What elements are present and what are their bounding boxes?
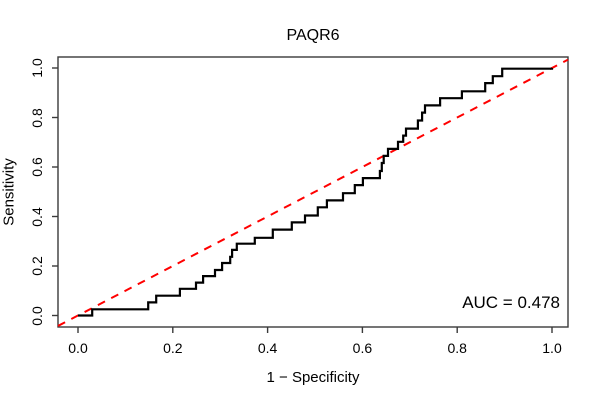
x-tick-label: 0.8 — [447, 340, 467, 356]
y-tick-label: 0.0 — [29, 305, 45, 326]
y-tick-label: 0.6 — [29, 157, 45, 177]
y-tick-label: 0.4 — [29, 206, 45, 227]
y-tick-label: 0.8 — [29, 107, 45, 128]
plot-box — [57, 56, 569, 328]
x-tick-label: 0.6 — [352, 340, 373, 356]
y-tick-label: 0.2 — [29, 256, 45, 276]
x-tick-label: 0.0 — [68, 340, 88, 356]
y-tick-label: 1.0 — [29, 58, 45, 78]
y-axis-label: Sensitivity — [0, 158, 18, 226]
x-axis-label: 1 − Specificity — [266, 369, 360, 386]
x-tick-label: 0.4 — [257, 340, 278, 356]
roc-curve — [78, 67, 554, 317]
x-tick-label: 1.0 — [542, 340, 562, 356]
plot-title: PAQR6 — [286, 27, 340, 44]
chance-diagonal-line — [57, 58, 569, 327]
auc-annotation: AUC = 0.478 — [462, 293, 560, 312]
x-tick-label: 0.2 — [163, 340, 183, 356]
